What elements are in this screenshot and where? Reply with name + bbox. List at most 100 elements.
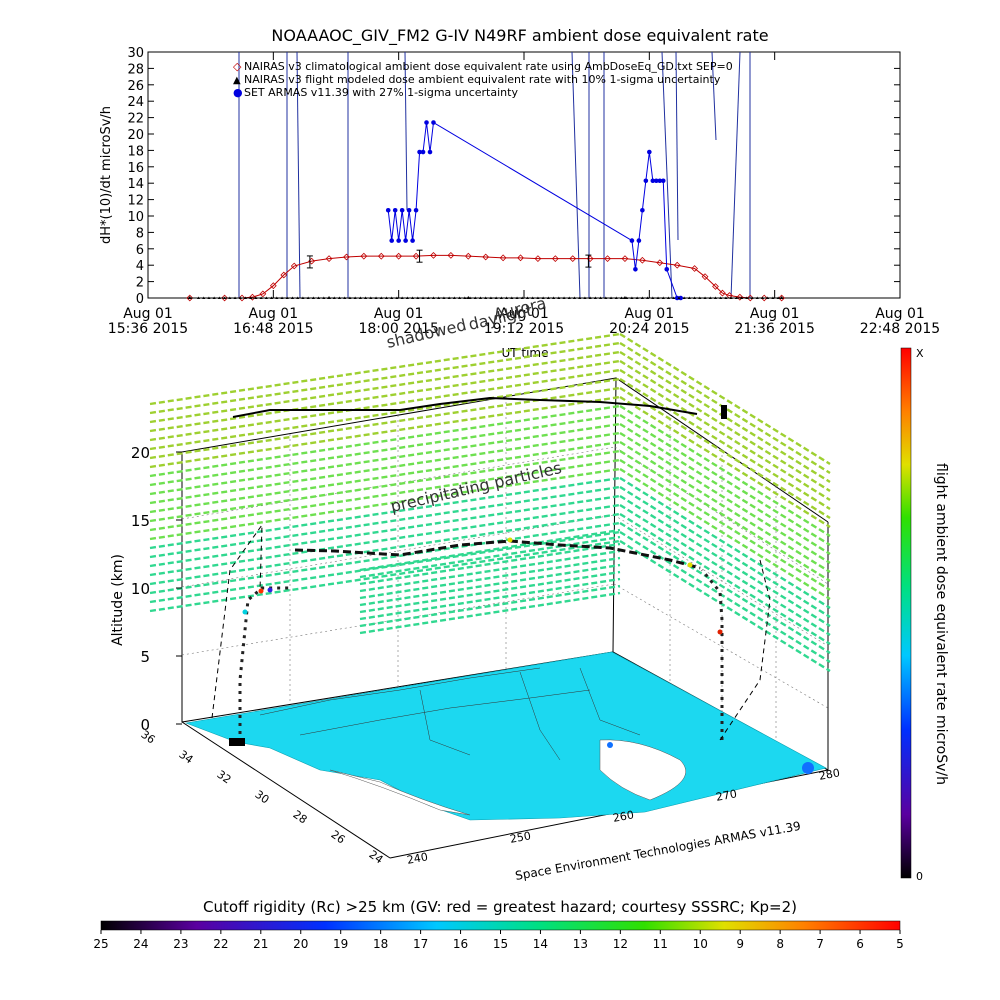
data-point-nairas-flight [515, 296, 519, 299]
y-tick-label: 8 [136, 226, 144, 241]
data-point-nairas-flight [223, 296, 227, 299]
data-point-nairas-flight [724, 296, 728, 299]
data-point-nairas-climatological [712, 283, 719, 290]
data-point-nairas-flight [348, 296, 352, 299]
data-point-nairas-climatological [395, 252, 403, 260]
data-point-nairas-flight [541, 296, 545, 299]
data-point-nairas-climatological [604, 255, 611, 263]
data-point-nairas-flight [416, 296, 420, 299]
data-point-nairas-flight [395, 296, 399, 299]
legend-label: NAIRAS v3 flight modeled dose ambient eq… [244, 73, 721, 86]
map-colored-dot [802, 762, 814, 774]
data-point-nairas-flight [552, 296, 556, 299]
particle-plane-line [619, 386, 831, 520]
cutoff-colorbar-tick-label: 25 [93, 937, 108, 951]
cutoff-colorbar-gradient [100, 920, 901, 931]
track-marker [229, 738, 245, 746]
latitude-tick-label: 28 [291, 808, 310, 827]
particle-plane-line [149, 530, 621, 604]
particle-plane-line [619, 449, 831, 583]
particle-plane-line [619, 494, 831, 628]
data-point-nairas-flight [463, 296, 467, 299]
data-point-nairas-climatological [499, 254, 507, 262]
data-point-nairas-climatological [412, 252, 420, 260]
data-point-nairas-flight [546, 296, 550, 299]
data-point-nairas-flight [625, 296, 629, 299]
data-point-nairas-flight [207, 296, 211, 299]
cutoff-colorbar-tick-label: 20 [293, 937, 308, 951]
x-tick-label-date: Aug 01 [123, 306, 173, 322]
cutoff-colorbar-ticks: 25 24 23 22 21 20 19 18 17 16 15 14 13 12 11 10 9 8 7 6 5 [93, 930, 904, 951]
data-point-nairas-climatological [691, 265, 698, 272]
particle-plane-line [149, 494, 621, 568]
cutoff-colorbar-tick-label: 24 [133, 937, 148, 951]
data-point-nairas-flight [640, 296, 644, 299]
data-point-nairas-flight [431, 296, 435, 299]
data-point-nairas-climatological [290, 262, 298, 270]
particle-plane-line [619, 359, 831, 493]
particle-plane-line [619, 485, 831, 619]
cutoff-colorbar-tick-label: 12 [613, 937, 628, 951]
data-point-nairas-climatological [517, 254, 524, 262]
particle-plane-line [619, 422, 831, 556]
longitude-tick-label: 270 [715, 787, 738, 803]
data-point-nairas-flight [750, 296, 754, 299]
data-point-nairas-flight [771, 296, 775, 299]
latitude-tick-label: 24 [367, 848, 386, 867]
data-point-armas [427, 149, 433, 155]
data-point-nairas-flight [656, 296, 660, 299]
data-point-nairas-flight [677, 296, 681, 299]
x-tick-label-date: Aug 01 [374, 306, 424, 322]
data-point-nairas-flight [599, 296, 603, 299]
altitude-tick-label: 15 [131, 512, 150, 530]
y-tick-label: 10 [127, 210, 144, 225]
data-point-nairas-flight [682, 296, 686, 299]
data-point-nairas-flight [520, 296, 524, 299]
particle-plane-line [619, 467, 831, 601]
data-point-armas [424, 120, 429, 125]
dose-colorbar-label: flight ambient dose equivalent rate micr… [933, 463, 949, 785]
particle-plane-line [619, 395, 831, 529]
data-point-nairas-flight [452, 296, 456, 299]
cutoff-colorbar-tick-label: 18 [373, 937, 388, 951]
x-tick-label-date: Aug 01 [875, 306, 925, 322]
particle-plane-line [149, 431, 621, 505]
data-point-nairas-flight [693, 296, 697, 299]
data-point-nairas-flight [332, 296, 336, 299]
data-point-nairas-flight [562, 296, 566, 299]
y-tick-label: 26 [127, 79, 144, 94]
colored-dose-point [507, 537, 513, 543]
dose-colorbar-top: X [916, 347, 924, 360]
gulf-of-mexico-land-gap [599, 739, 686, 801]
x-tick-label-date: Aug 01 [750, 306, 800, 322]
series-lines [186, 120, 786, 302]
legend-symbol: ● [233, 86, 243, 99]
data-point-nairas-climatological [430, 251, 437, 259]
data-point-nairas-climatological [447, 251, 455, 259]
particle-plane-line [149, 458, 621, 532]
colored-dose-point [242, 609, 248, 615]
data-point-armas [653, 178, 659, 184]
particle-plane-line [359, 542, 621, 586]
data-point-nairas-flight [473, 296, 477, 299]
data-point-nairas-climatological [280, 271, 288, 279]
data-point-armas [629, 238, 635, 243]
particle-plane-line [619, 458, 831, 592]
particle-plane-line [359, 535, 621, 579]
data-point-nairas-climatological [760, 294, 768, 302]
particle-plane-line [149, 368, 621, 442]
data-point-nairas-flight [484, 296, 488, 299]
legend-item-nairas-climatological: ◇ NAIRAS v3 climatological ambient dose … [233, 60, 733, 73]
latitude-tick-label: 26 [329, 828, 348, 847]
data-point-armas [636, 238, 642, 243]
legend-label: NAIRAS v3 climatological ambient dose eq… [244, 60, 733, 73]
particle-plane-line [359, 577, 621, 621]
data-point-nairas-flight [458, 296, 462, 299]
data-point-nairas-flight [719, 296, 723, 299]
particle-plane-line [149, 485, 621, 559]
particle-plane-line [149, 404, 621, 478]
data-point-nairas-flight [196, 296, 200, 299]
data-point-nairas-flight [212, 296, 216, 299]
particle-plane-line [619, 476, 831, 610]
